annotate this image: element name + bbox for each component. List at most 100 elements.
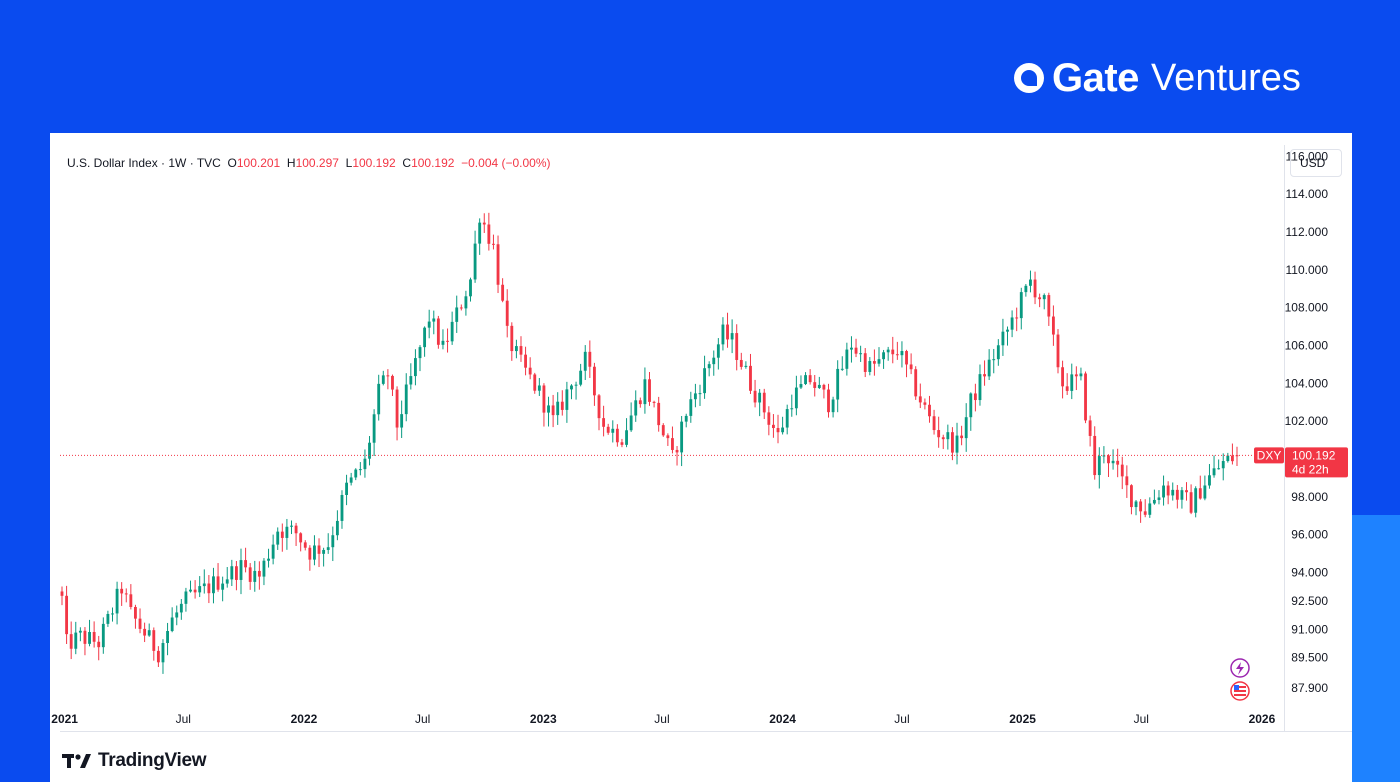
- candle-body: [340, 494, 344, 521]
- y-tick-label: 104.000: [1285, 376, 1329, 390]
- candle-body: [83, 630, 87, 644]
- legend-open-value: 100.201: [236, 156, 281, 170]
- candle-body: [877, 359, 881, 364]
- us-flag-icon[interactable]: [1230, 681, 1250, 701]
- bolt-icon[interactable]: [1230, 658, 1250, 678]
- candle-body: [285, 526, 289, 538]
- candle-body: [973, 393, 977, 401]
- candle-body: [951, 432, 954, 453]
- candle-body: [1194, 488, 1198, 513]
- candle-body: [1065, 386, 1069, 391]
- candle-body: [459, 307, 463, 309]
- candle-body: [1157, 497, 1161, 500]
- candle-body: [409, 376, 413, 385]
- chart-legend: U.S. Dollar Index · 1W · TVC O100.201 H1…: [67, 156, 551, 170]
- brand-name-bold: Gate: [1052, 56, 1139, 100]
- x-tick-label: 2026: [1249, 712, 1276, 726]
- candle-body: [781, 427, 785, 433]
- candle-body: [170, 617, 174, 632]
- candle-body: [583, 351, 587, 371]
- candle-body: [813, 382, 817, 388]
- candle-body: [207, 583, 211, 594]
- candle-body: [216, 576, 220, 590]
- candle-body: [510, 325, 514, 352]
- candle-body: [735, 333, 739, 360]
- y-tick-label: 112.000: [1286, 225, 1329, 239]
- candle-body: [955, 435, 959, 453]
- candle-body: [1097, 456, 1101, 476]
- candle-body: [450, 321, 454, 342]
- legend-open-label: O: [227, 156, 237, 170]
- candle-body: [726, 324, 729, 340]
- candle-body: [161, 643, 165, 663]
- candle-body: [1162, 485, 1165, 498]
- candle-body: [1175, 489, 1179, 500]
- candle-body: [345, 482, 348, 495]
- gate-logo-icon: [1014, 63, 1044, 93]
- candle-body: [928, 404, 931, 417]
- candle-body: [184, 591, 188, 604]
- candle-body: [850, 347, 853, 350]
- candle-body: [524, 354, 527, 368]
- candle-body: [923, 402, 927, 405]
- candle-body: [1221, 461, 1225, 469]
- candle-body: [1056, 334, 1060, 368]
- candle-body: [505, 300, 509, 326]
- candle-body: [1001, 331, 1005, 346]
- candle-body: [808, 375, 812, 383]
- candle-body: [101, 623, 105, 648]
- candle-body: [932, 416, 936, 431]
- candle-body: [592, 366, 596, 396]
- candle-body: [381, 375, 385, 384]
- candle-body: [189, 589, 192, 592]
- candle-body: [60, 591, 64, 596]
- x-tick-label: Jul: [894, 712, 909, 726]
- candle-body: [1230, 455, 1234, 462]
- candle-body: [138, 618, 142, 629]
- y-tick-label: 102.000: [1285, 414, 1329, 428]
- y-tick-label: 87.900: [1291, 681, 1328, 695]
- candle-body: [1084, 373, 1087, 421]
- candle-body: [693, 393, 697, 400]
- y-tick-label: 89.500: [1291, 651, 1328, 665]
- candle-body: [680, 421, 684, 453]
- candle-body: [69, 634, 73, 649]
- candle-body: [1047, 295, 1051, 317]
- candle-body: [514, 346, 518, 352]
- candle-body: [941, 437, 945, 440]
- candle-body: [202, 583, 206, 587]
- y-tick-label: 114.000: [1286, 187, 1329, 201]
- candle-body: [1102, 455, 1106, 457]
- candle-body: [1180, 490, 1184, 500]
- candle-body: [772, 424, 775, 429]
- candle-body: [992, 359, 996, 361]
- candle-body: [179, 603, 183, 613]
- candle-body: [822, 384, 826, 390]
- candle-body: [629, 415, 633, 431]
- candle-body: [615, 428, 619, 443]
- candle-body: [1093, 435, 1097, 476]
- y-tick-label: 110.000: [1286, 263, 1329, 277]
- candle-body: [1212, 468, 1216, 476]
- price-chart[interactable]: 116.000 114.000 112.000 110.000 108.000 106.0…: [50, 133, 1352, 782]
- currency-unit-button[interactable]: USD: [1290, 149, 1342, 177]
- candle-body: [143, 628, 147, 636]
- candle-body: [657, 402, 661, 426]
- candle-body: [358, 469, 362, 471]
- candle-body: [983, 374, 986, 377]
- candle-body: [886, 349, 890, 353]
- candle-body: [845, 349, 849, 369]
- background-accent: [1352, 515, 1400, 782]
- candle-body: [120, 588, 124, 594]
- candle-body: [1208, 475, 1211, 486]
- candle-body: [840, 368, 844, 370]
- candle-body: [303, 542, 307, 548]
- candle-body: [1042, 295, 1046, 300]
- candle-body: [1006, 329, 1009, 332]
- candle-body: [473, 243, 477, 280]
- candle-body: [1171, 489, 1175, 496]
- candle-body: [65, 595, 69, 635]
- candle-body: [1024, 285, 1028, 293]
- y-tick-label: 116.000: [1286, 149, 1329, 163]
- candle-body: [267, 558, 270, 561]
